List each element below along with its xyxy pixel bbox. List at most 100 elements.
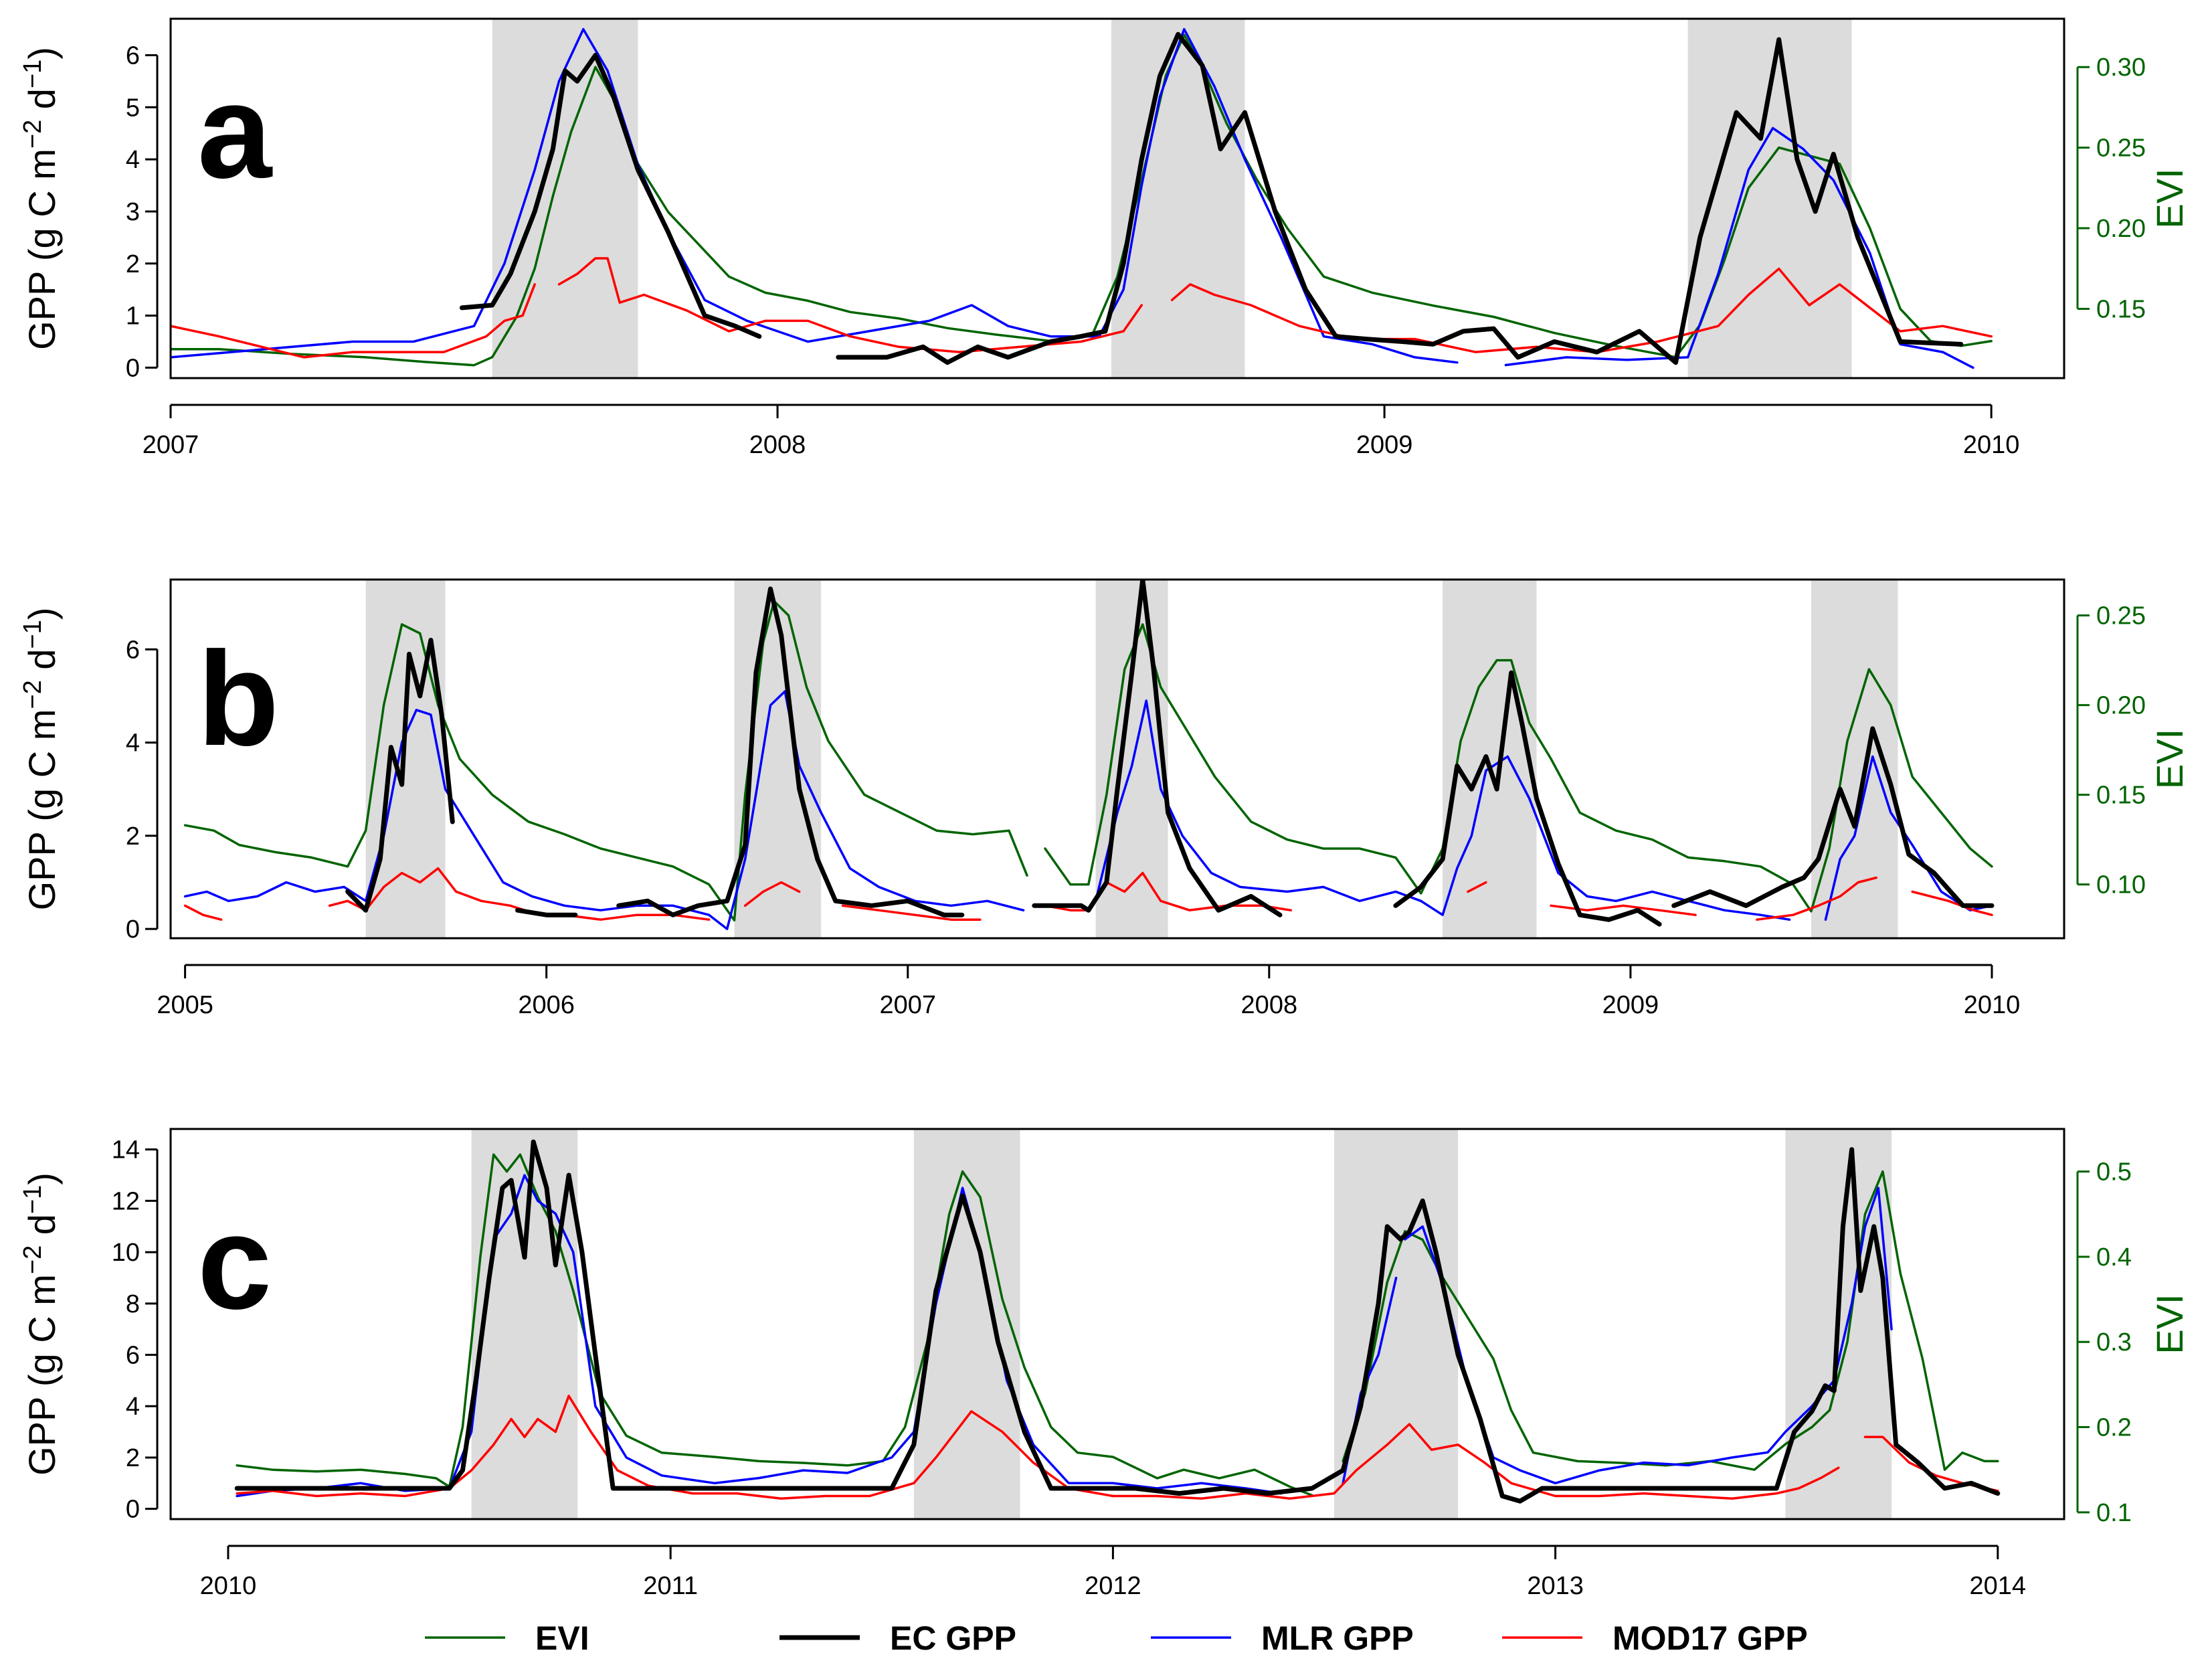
y-tick-label-left: 2: [126, 1444, 140, 1472]
panel-label: a: [197, 57, 273, 206]
y-axis-label-right: EVI: [2148, 1294, 2191, 1354]
y-tick-label-left: 5: [126, 94, 140, 122]
series-group: [234, 1139, 2001, 1504]
y-tick-label-left: 6: [126, 41, 140, 70]
series-line-ec-gpp: [1032, 580, 1283, 917]
y-axis-label-right: EVI: [2148, 168, 2191, 228]
y-tick-label-left: 1: [126, 302, 140, 331]
y-tick-label-left: 4: [126, 1393, 140, 1421]
y-tick-label-right: 0.25: [2096, 602, 2146, 630]
y-tick-label-left: 2: [126, 250, 140, 278]
y-tick-label-left: 0: [126, 915, 140, 944]
y-tick-label-left: 10: [112, 1239, 140, 1267]
series-group: [183, 580, 1995, 930]
y-tick-label-right: 0.10: [2096, 871, 2146, 899]
y-tick-label-right: 0.15: [2096, 295, 2146, 323]
x-tick-label: 2009: [1356, 431, 1413, 459]
y-tick-label-right: 0.2: [2096, 1414, 2132, 1442]
x-tick-label: 2007: [143, 431, 199, 459]
legend-item-mlr-gpp: MLR GPP: [1151, 1619, 1414, 1657]
legend-label: MLR GPP: [1261, 1619, 1414, 1657]
chart-panel-a: 2007 2008 2009 2010 0 1 2 3 4 5 6 0.15 0.20 0.25 0.30 G…: [19, 17, 2191, 459]
growing-season-band: [471, 1129, 578, 1519]
series-line-ec-gpp: [836, 31, 1964, 365]
y-tick-label-left: 8: [126, 1290, 140, 1318]
y-tick-label-right: 0.20: [2096, 692, 2146, 720]
growing-season-band: [1333, 1129, 1459, 1519]
x-tick-label: 2013: [1527, 1572, 1584, 1600]
legend-label: EVI: [535, 1619, 589, 1657]
x-tick-label: 2009: [1602, 991, 1659, 1019]
legend-item-ec-gpp: EC GPP: [779, 1619, 1016, 1657]
legend-label: MOD17 GPP: [1612, 1619, 1808, 1657]
series-line-evi: [171, 33, 1993, 367]
series-line-ec-gpp: [1671, 726, 1995, 908]
plot-frame: [169, 17, 2065, 379]
series-line-mlr-gpp: [1504, 126, 1974, 369]
x-tick-label: 2008: [749, 431, 806, 459]
y-tick-label-right: 0.30: [2096, 54, 2146, 82]
x-tick-label: 2012: [1085, 1572, 1141, 1600]
x-tick-label: 2006: [518, 991, 575, 1019]
y-tick-label-left: 0: [126, 1496, 140, 1524]
y-tick-label-left: 3: [126, 198, 140, 226]
series-line-mod17-gpp: [557, 257, 1143, 353]
plot-frame: [169, 1128, 2065, 1520]
series-group: [171, 27, 1993, 369]
series-line-ec-gpp: [234, 1139, 2001, 1504]
y-tick-label-right: 0.3: [2096, 1328, 2132, 1356]
series-line-ec-gpp: [515, 907, 578, 917]
legend-label: EC GPP: [890, 1619, 1016, 1657]
legend-item-mod17-gpp: MOD17 GPP: [1502, 1619, 1808, 1657]
series-line-mlr-gpp: [236, 1174, 1283, 1498]
x-tick-label: 2010: [1963, 431, 2020, 459]
x-tick-label: 2010: [200, 1572, 257, 1600]
y-axis-label-left: GPP (g C m−2 d−1): [19, 1172, 63, 1476]
series-line-ec-gpp: [345, 638, 455, 913]
series-line-ec-gpp: [616, 586, 965, 917]
y-tick-label-right: 0.15: [2096, 782, 2146, 810]
growing-season-band: [1111, 19, 1245, 378]
y-axis-label-left: GPP (g C m−2 d−1): [19, 47, 63, 350]
x-tick-label: 2008: [1241, 991, 1298, 1019]
series-line-evi: [183, 600, 1028, 922]
series-line-mod17-gpp: [183, 904, 223, 921]
panel-label: c: [197, 1188, 272, 1337]
y-tick-label-right: 0.1: [2096, 1499, 2132, 1527]
panel-label: b: [197, 624, 279, 774]
x-tick-label: 2005: [157, 991, 213, 1019]
y-tick-label-right: 0.25: [2096, 135, 2146, 163]
x-tick-label: 2011: [643, 1572, 698, 1600]
x-tick-label: 2010: [1964, 991, 2021, 1019]
legend: EVI EC GPP MLR GPP MOD17 GPP: [425, 1619, 1808, 1657]
series-line-mod17-gpp: [1467, 881, 1487, 893]
y-tick-label-left: 12: [112, 1187, 140, 1215]
y-tick-label-left: 0: [126, 354, 140, 382]
y-tick-label-left: 6: [126, 1342, 140, 1370]
series-line-evi: [1044, 623, 1993, 913]
series-line-mod17-gpp: [1044, 871, 1292, 911]
series-line-evi: [236, 1153, 1313, 1497]
series-line-mod17-gpp: [171, 283, 536, 359]
y-tick-label-left: 2: [126, 822, 140, 851]
series-line-mod17-gpp: [743, 881, 801, 907]
chart-panel-c: 2010 2011 2012 2013 2014 0 2 4 6 8 10 12 14 0.1 0.2 0.3…: [19, 1128, 2191, 1600]
plot-frame: [169, 578, 2065, 940]
y-tick-label-right: 0.5: [2096, 1158, 2132, 1187]
y-axis-label-right: EVI: [2148, 729, 2191, 789]
chart-panel-b: 2005 2006 2007 2008 2009 2010 0 2 4 6 0.10 0.15 0.20…: [19, 578, 2191, 1019]
y-tick-label-left: 14: [112, 1136, 140, 1164]
series-line-mod17-gpp: [841, 904, 982, 921]
series-line-ec-gpp: [1393, 670, 1662, 927]
series-line-ec-gpp: [459, 53, 762, 339]
x-tick-label: 2007: [879, 991, 936, 1019]
y-tick-label-right: 0.4: [2096, 1243, 2132, 1272]
series-line-mlr-gpp: [171, 27, 1459, 364]
x-tick-label: 2014: [1970, 1572, 2027, 1600]
series-line-mlr-gpp: [183, 690, 1025, 930]
y-tick-label-left: 6: [126, 636, 140, 664]
y-tick-label-left: 4: [126, 146, 140, 174]
series-line-mod17-gpp: [328, 867, 711, 921]
y-tick-label-left: 4: [126, 729, 140, 758]
